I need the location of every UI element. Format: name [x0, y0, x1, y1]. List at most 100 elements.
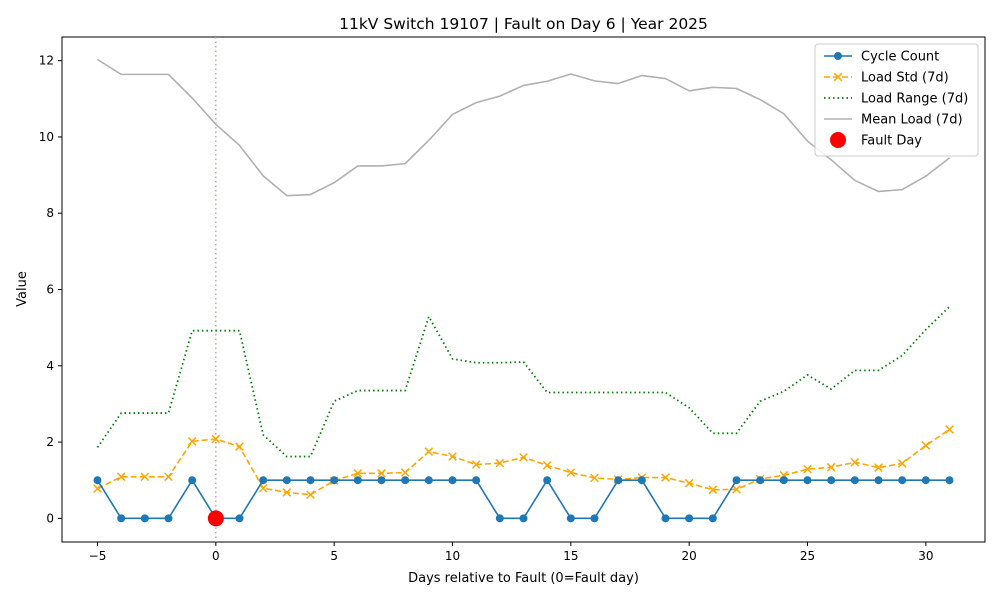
load-std-point: [566, 468, 576, 477]
load-std-point: [661, 473, 670, 482]
y-tick-label: 8: [46, 206, 54, 220]
load-std-point: [93, 484, 102, 493]
cycle-count-point: [543, 476, 552, 485]
load-std-point: [826, 462, 836, 472]
chart-title: 11kV Switch 19107 | Fault on Day 6 | Yea…: [339, 15, 708, 33]
load-std-point: [164, 472, 173, 482]
cycle-count-point: [188, 476, 197, 485]
cycle-count-point: [566, 514, 575, 523]
load-std-point: [495, 458, 505, 468]
load-std-point: [732, 485, 741, 494]
load-std-point: [945, 425, 954, 434]
cycle-count-point: [945, 476, 954, 485]
load-std-point: [874, 463, 883, 472]
series-line-mean-load-7d: [97, 58, 950, 197]
legend-entry-label: Load Range (7d): [861, 92, 968, 107]
cycle-count-point: [235, 514, 244, 523]
cycle-count-point: [708, 514, 717, 523]
cycle-count-point: [353, 476, 362, 485]
legend-marker-fault-day: [830, 132, 846, 148]
cycle-count-point: [850, 476, 859, 485]
cycle-count-point: [614, 476, 623, 485]
legend-marker-x: [833, 72, 843, 82]
cycle-count-point: [330, 476, 339, 485]
y-axis-label: Value: [15, 271, 30, 307]
legend: Cycle Count Load Std (7d) Load Range (7d) M…: [814, 43, 979, 157]
load-std-point: [850, 457, 860, 467]
cycle-count-point: [827, 476, 836, 485]
x-axis-label: Days relative to Fault (0=Fault day): [408, 571, 639, 586]
y-tick-label: 6: [46, 283, 54, 297]
cycle-count-point: [779, 476, 788, 485]
cycle-count-point: [803, 476, 812, 485]
legend-entry-label: Fault Day: [861, 134, 922, 149]
cycle-count-point: [874, 476, 883, 485]
load-std-point: [897, 459, 907, 468]
cycle-count-point: [448, 476, 457, 485]
series-line-load-std-7d: [97, 428, 950, 496]
x-tick-label: −5: [89, 549, 107, 563]
load-std-point: [471, 460, 481, 469]
cycle-count-point: [590, 514, 599, 523]
load-std-point: [306, 490, 315, 500]
cycle-count-point: [661, 514, 670, 523]
cycle-count-point: [140, 514, 149, 523]
y-tick-label: 2: [46, 435, 54, 449]
load-std-point: [140, 472, 150, 482]
series-line-load-range-7d: [96, 306, 951, 458]
load-std-point: [708, 485, 718, 495]
load-std-point: [519, 452, 528, 462]
load-std-point: [235, 442, 244, 451]
legend-entry-label: Mean Load (7d): [861, 113, 963, 128]
cycle-count-point: [306, 476, 315, 485]
load-std-point: [448, 452, 457, 461]
load-std-point: [187, 436, 197, 446]
load-std-point: [684, 478, 694, 488]
cycle-count-point: [377, 476, 386, 485]
cycle-count-point: [472, 476, 481, 485]
plot-area: −5 0 5 10 15 20 25 30 0 2 4 6 8 10 12: [39, 36, 986, 563]
cycle-count-point: [282, 476, 291, 485]
x-tick-label: 0: [212, 549, 220, 563]
load-std-point: [400, 468, 410, 477]
cycle-count-point: [93, 476, 102, 485]
cycle-count-point: [117, 514, 126, 523]
x-tick-label: 10: [445, 549, 460, 563]
load-std-point: [282, 488, 292, 497]
cycle-count-point: [424, 476, 433, 485]
cycle-count-point: [519, 514, 528, 523]
cycle-count-point: [259, 476, 268, 485]
cycle-count-point: [495, 514, 504, 523]
y-tick-label: 4: [46, 359, 54, 373]
legend-entry-label: Load Std (7d): [861, 71, 949, 86]
cycle-count-point: [921, 476, 930, 485]
x-tick-label: 5: [330, 549, 338, 563]
y-tick-label: 10: [39, 130, 54, 144]
load-std-point: [424, 447, 434, 456]
cycle-count-point: [164, 514, 173, 523]
load-std-point: [353, 469, 363, 478]
x-tick-label: 30: [918, 549, 933, 563]
x-tick-label: 20: [682, 549, 697, 563]
cycle-count-point: [637, 476, 646, 485]
legend-entry-label: Cycle Count: [861, 50, 939, 65]
load-std-point: [590, 473, 599, 483]
cycle-count-point: [898, 476, 907, 485]
load-std-point: [116, 472, 126, 482]
series-line-cycle-count: [96, 479, 950, 520]
x-tick-label: 15: [563, 549, 578, 563]
y-tick-label: 12: [39, 54, 54, 68]
load-std-point: [542, 461, 552, 470]
legend-marker-circle: [834, 52, 842, 60]
cycle-count-point: [732, 476, 741, 485]
load-std-point: [211, 434, 221, 444]
load-std-point: [377, 469, 386, 478]
cycle-count-point: [401, 476, 410, 485]
legend-box: [814, 43, 979, 157]
y-tick-label: 0: [46, 511, 54, 525]
cycle-count-point: [756, 476, 765, 485]
cycle-count-point: [685, 514, 694, 523]
fault-day-point: [207, 510, 224, 527]
x-tick-label: 25: [800, 549, 815, 563]
